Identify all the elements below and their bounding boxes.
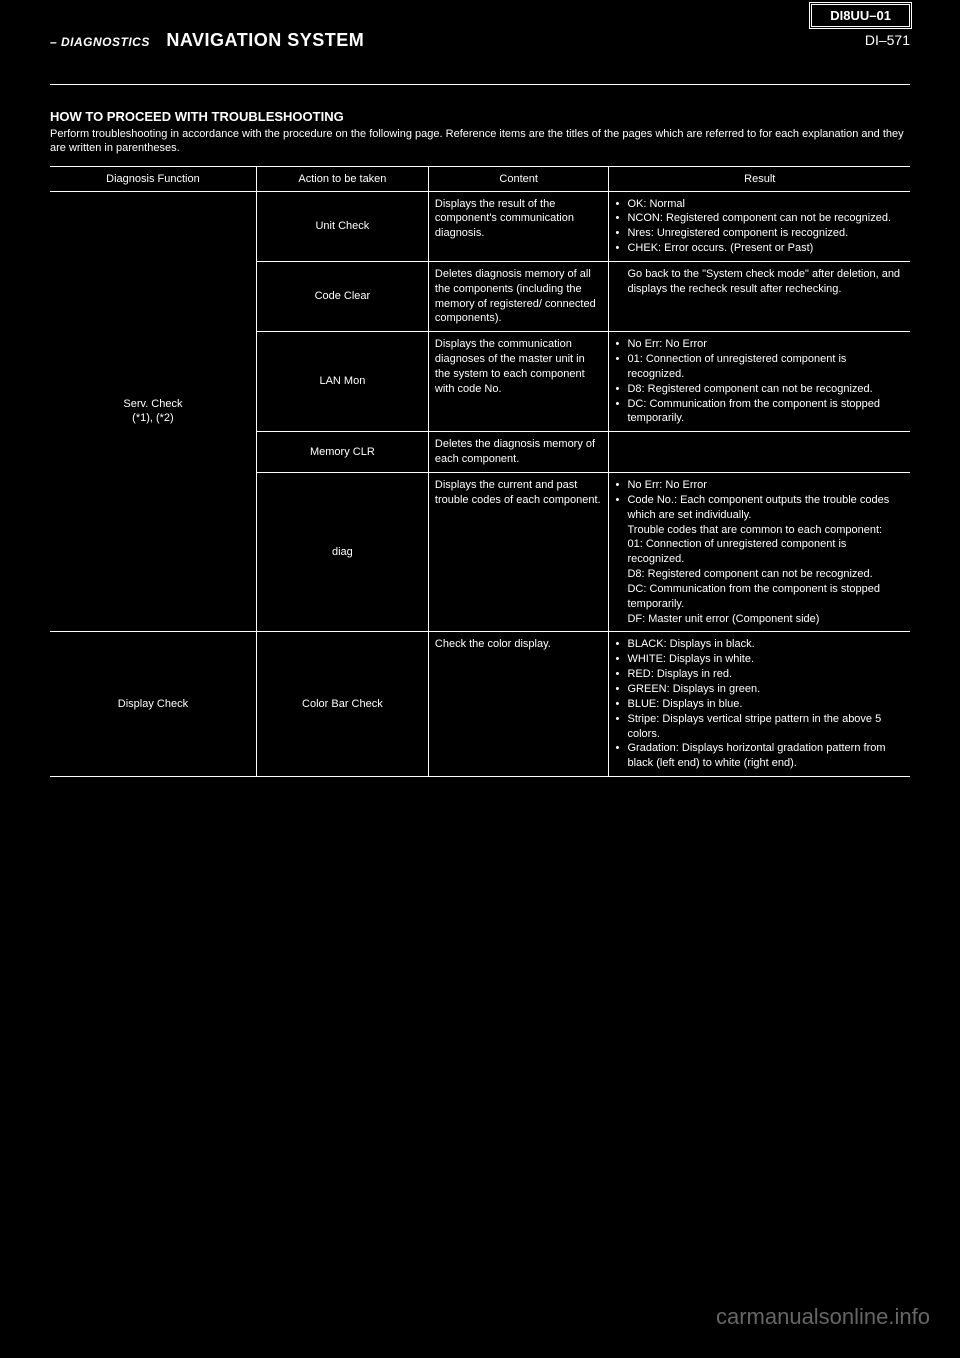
cell-action: diag	[256, 473, 428, 632]
cell-content: Deletes diagnosis memory of all the comp…	[428, 261, 609, 331]
cell-action: Code Clear	[256, 261, 428, 331]
cell-result: •BLACK: Displays in black.•WHITE: Displa…	[609, 632, 910, 777]
cell-action: Memory CLR	[256, 432, 428, 473]
cell-action: Unit Check	[256, 191, 428, 261]
cell-diag: Display Check	[50, 632, 256, 777]
cell-result: •No Err: No Error•Code No.: Each compone…	[609, 473, 910, 632]
cell-content: Displays the current and past trouble co…	[428, 473, 609, 632]
cell-content: Displays the communication diagnoses of …	[428, 332, 609, 432]
troubleshooting-table: Diagnosis Function Action to be taken Co…	[50, 166, 910, 778]
th-diag: Diagnosis Function	[50, 166, 256, 191]
header-box-label: DI8UU–01	[809, 2, 912, 29]
header-title: – DIAGNOSTICS NAVIGATION SYSTEM	[50, 30, 364, 50]
header-rule	[50, 84, 910, 85]
cell-result: Go back to the "System check mode" after…	[609, 261, 910, 331]
cell-diag: Serv. Check(*1), (*2)	[50, 191, 256, 632]
cell-result: •No Err: No Error•01: Connection of unre…	[609, 332, 910, 432]
cell-content: Deletes the diagnosis memory of each com…	[428, 432, 609, 473]
th-result: Result	[609, 166, 910, 191]
section-subtitle: HOW TO PROCEED WITH TROUBLESHOOTING	[50, 109, 910, 124]
cell-action: LAN Mon	[256, 332, 428, 432]
cell-action: Color Bar Check	[256, 632, 428, 777]
cell-content: Check the color display.	[428, 632, 609, 777]
cell-result	[609, 432, 910, 473]
th-content: Content	[428, 166, 609, 191]
cell-result: •OK: Normal•NCON: Registered component c…	[609, 191, 910, 261]
header-section-title: NAVIGATION SYSTEM	[166, 30, 364, 50]
th-act: Action to be taken	[256, 166, 428, 191]
header-prefix: – DIAGNOSTICS	[50, 35, 150, 49]
cell-content: Displays the result of the component's c…	[428, 191, 609, 261]
watermark: carmanualsonline.info	[716, 1304, 930, 1330]
page-number: DI–571	[865, 32, 910, 48]
section-note: Perform troubleshooting in accordance wi…	[50, 128, 910, 156]
